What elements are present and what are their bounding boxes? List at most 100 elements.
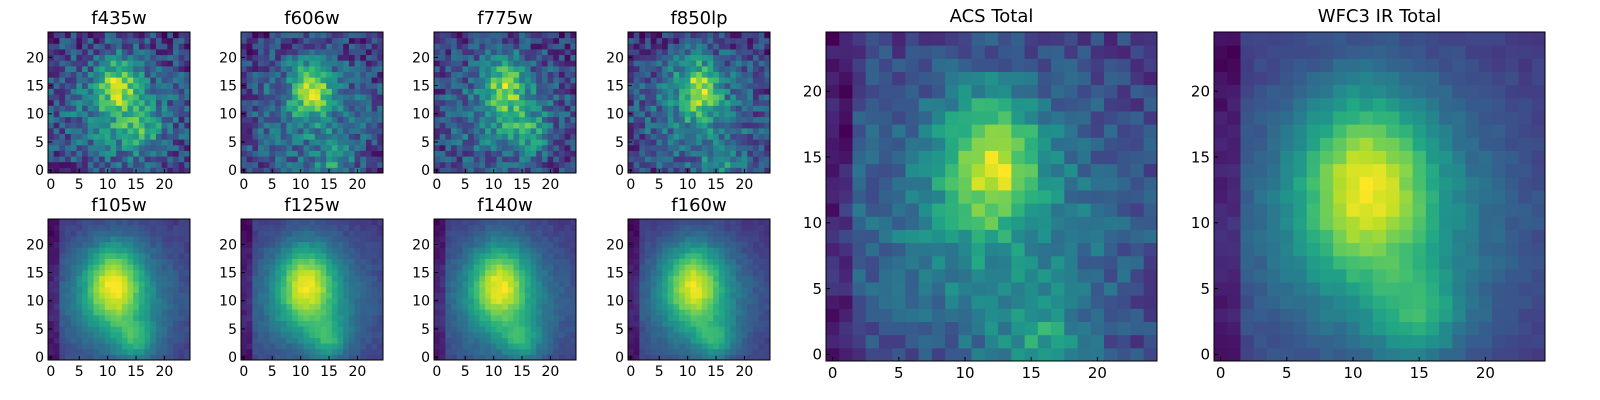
heatmap-cell (343, 235, 350, 243)
heatmap-cell (348, 314, 356, 322)
heatmap-cell (558, 224, 566, 231)
heatmap-cell (656, 297, 663, 305)
heatmap-cell (752, 82, 760, 89)
heatmap-cell (365, 133, 373, 140)
heatmap-cell (309, 99, 316, 106)
heatmap-cell (553, 127, 560, 135)
axes-frame (240, 218, 384, 361)
heatmap-cell (445, 241, 452, 248)
heatmap-cell (258, 264, 265, 271)
heatmap-cell (93, 230, 100, 237)
heatmap-cell (570, 105, 577, 112)
heatmap-cell (263, 252, 270, 259)
heatmap-cell (320, 224, 327, 231)
heatmap-cell (673, 331, 680, 338)
heatmap-cell (752, 167, 760, 174)
heatmap-cell (138, 219, 146, 226)
heatmap-cell (343, 122, 350, 129)
x-tick-label: 0 (239, 177, 248, 193)
heatmap-cell (70, 127, 77, 135)
heatmap-cell (269, 281, 276, 288)
heatmap-cell (377, 133, 384, 140)
heatmap-cell (758, 269, 765, 276)
heatmap-cell (303, 77, 310, 84)
heatmap-cell (82, 247, 89, 254)
heatmap-cell (286, 247, 293, 254)
heatmap-cell (99, 224, 106, 231)
heatmap-cell (524, 275, 532, 282)
heatmap-cell (673, 99, 680, 106)
heatmap-cell (280, 99, 287, 106)
heatmap-cell (724, 320, 731, 327)
heatmap-cell (558, 32, 566, 39)
heatmap-cell (241, 48, 248, 56)
heatmap-cell (456, 297, 463, 305)
heatmap-cell (161, 320, 168, 327)
heatmap-cell (331, 48, 339, 56)
heatmap-cell (690, 320, 697, 327)
heatmap-cell (258, 303, 265, 310)
heatmap-cell (713, 144, 720, 151)
heatmap-cell (485, 331, 492, 338)
heatmap-cell (292, 133, 299, 140)
heatmap-cell (718, 320, 726, 327)
heatmap-cell (65, 94, 72, 101)
heatmap-cell (184, 281, 191, 288)
heatmap-cell (558, 235, 566, 243)
heatmap-cell (513, 82, 520, 89)
heatmap-cell (490, 252, 497, 259)
heatmap-cell (764, 161, 771, 168)
heatmap-cell (536, 116, 543, 123)
heatmap-cell (633, 122, 640, 129)
heatmap-cell (286, 348, 293, 355)
heatmap-cell (48, 94, 55, 101)
heatmap-cell (468, 48, 475, 56)
heatmap-cell (354, 60, 361, 67)
heatmap-cell (462, 99, 469, 106)
heatmap-cell (365, 264, 373, 271)
heatmap-cell (735, 264, 743, 271)
heatmap-cell (707, 150, 714, 157)
heatmap-cell (331, 116, 339, 123)
heatmap-cell (445, 247, 452, 254)
heatmap-cell (645, 60, 652, 67)
heatmap-cell (314, 219, 322, 226)
heatmap-cell (468, 281, 475, 288)
heatmap-cell (167, 122, 174, 129)
heatmap-cell (252, 309, 259, 316)
heatmap-cell (172, 297, 180, 305)
heatmap-cell (275, 320, 282, 327)
heatmap-cell (451, 32, 458, 39)
heatmap-cell (656, 32, 663, 39)
heatmap-cell (530, 230, 537, 237)
heatmap-cell (303, 43, 310, 50)
heatmap-cell (479, 77, 486, 84)
heatmap-cell (439, 343, 446, 350)
heatmap-cell (570, 337, 577, 344)
heatmap-cell (633, 54, 640, 61)
heatmap-cell (479, 337, 486, 344)
heatmap-cell (87, 144, 94, 151)
heatmap-cell (456, 77, 463, 84)
heatmap-cell (326, 320, 333, 327)
heatmap-cell (275, 303, 282, 310)
heatmap-cell (707, 54, 714, 61)
heatmap-cell (292, 235, 299, 243)
heatmap-cell (468, 60, 475, 67)
heatmap-cell (696, 275, 703, 282)
heatmap-cell (707, 286, 714, 293)
heatmap-cell (155, 43, 163, 50)
heatmap-cell (553, 337, 560, 344)
heatmap-cell (558, 331, 566, 338)
heatmap-cell (110, 286, 117, 293)
heatmap-cell (275, 269, 282, 276)
heatmap-cell (530, 348, 537, 355)
heatmap-cell (513, 88, 520, 95)
heatmap-cell (758, 122, 765, 129)
heatmap-cell (667, 303, 674, 310)
heatmap-cell (485, 314, 492, 322)
heatmap-cell (127, 252, 134, 259)
heatmap-cell (485, 269, 492, 276)
heatmap-cell (524, 94, 532, 101)
heatmap-cell (490, 258, 497, 265)
